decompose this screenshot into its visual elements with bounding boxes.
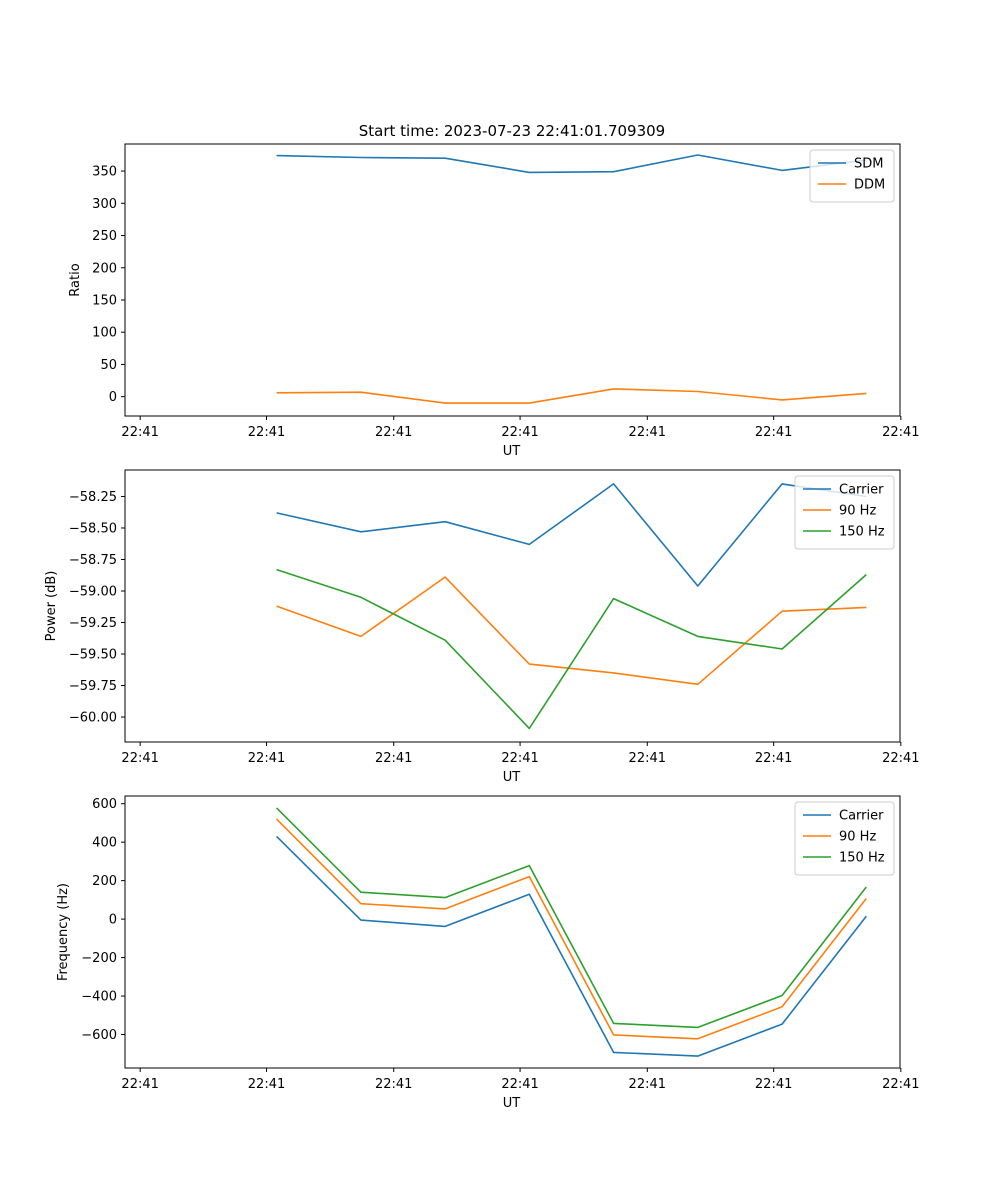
ratio-y-tick-label: 50 bbox=[100, 358, 117, 373]
power-x-tick-label: 22:41 bbox=[755, 751, 792, 766]
frequency-y-tick-label: −600 bbox=[81, 1028, 117, 1043]
ratio-y-tick-label: 350 bbox=[92, 165, 117, 180]
power-y-tick-label: −59.00 bbox=[69, 585, 117, 600]
ratio-legend-label: SDM bbox=[854, 157, 883, 172]
power-y-tick-label: −58.25 bbox=[69, 490, 117, 505]
frequency-x-axis-label: UT bbox=[503, 1096, 521, 1111]
frequency-y-tick-label: 0 bbox=[109, 913, 117, 928]
power-series-line-carrier bbox=[276, 483, 867, 587]
frequency-legend-label: Carrier bbox=[839, 809, 884, 824]
ratio-y-tick-label: 250 bbox=[92, 229, 117, 244]
power-x-tick-label: 22:41 bbox=[121, 751, 158, 766]
frequency-x-tick-label: 22:41 bbox=[882, 1077, 919, 1092]
ratio-y-tick-label: 200 bbox=[92, 261, 117, 276]
ratio-series-line-sdm bbox=[276, 154, 867, 174]
ratio-x-tick-label: 22:41 bbox=[629, 425, 666, 440]
power-legend-label: 90 Hz bbox=[839, 504, 876, 519]
frequency-x-tick-label: 22:41 bbox=[248, 1077, 285, 1092]
ratio-x-tick-label: 22:41 bbox=[882, 425, 919, 440]
frequency-axes-frame bbox=[124, 795, 901, 1069]
frequency-series-line-90-hz bbox=[276, 818, 867, 1040]
frequency-y-tick-label: 600 bbox=[92, 797, 117, 812]
frequency-x-tick-label: 22:41 bbox=[375, 1077, 412, 1092]
frequency-y-tick-label: −400 bbox=[81, 990, 117, 1005]
power-y-tick-label: −59.25 bbox=[69, 616, 117, 631]
figure-title: Start time: 2023-07-23 22:41:01.709309 bbox=[359, 122, 665, 140]
frequency-x-tick-label: 22:41 bbox=[629, 1077, 666, 1092]
frequency-series-line-carrier bbox=[276, 835, 867, 1057]
frequency-y-tick-label: 200 bbox=[92, 874, 117, 889]
ratio-y-tick-label: 0 bbox=[109, 390, 117, 405]
power-x-tick-label: 22:41 bbox=[501, 751, 538, 766]
ratio-x-tick-label: 22:41 bbox=[121, 425, 158, 440]
ratio-axes-frame bbox=[124, 143, 901, 417]
ratio-x-tick-label: 22:41 bbox=[375, 425, 412, 440]
frequency-x-tick-label: 22:41 bbox=[121, 1077, 158, 1092]
power-x-tick-label: 22:41 bbox=[882, 751, 919, 766]
power-series-line-90-hz bbox=[276, 576, 867, 686]
ratio-x-tick-label: 22:41 bbox=[501, 425, 538, 440]
ratio-y-tick-label: 150 bbox=[92, 293, 117, 308]
power-y-axis-label: Power (dB) bbox=[44, 571, 59, 642]
ratio-x-tick-label: 22:41 bbox=[755, 425, 792, 440]
power-legend-label: 150 Hz bbox=[839, 525, 885, 540]
ratio-y-tick-label: 100 bbox=[92, 326, 117, 341]
frequency-x-tick-label: 22:41 bbox=[755, 1077, 792, 1092]
frequency-y-axis-label: Frequency (Hz) bbox=[56, 883, 71, 981]
power-y-tick-label: −58.50 bbox=[69, 521, 117, 536]
frequency-y-tick-label: 400 bbox=[92, 836, 117, 851]
power-panel: 22:41 22:41 22:41 22:41 22:41 22:41 22:41 −60.0… bbox=[44, 469, 920, 785]
frequency-series-line-150-hz bbox=[276, 807, 867, 1029]
power-y-tick-label: −59.50 bbox=[69, 648, 117, 663]
ratio-x-axis-label: UT bbox=[503, 444, 521, 459]
ratio-x-tick-label: 22:41 bbox=[248, 425, 285, 440]
power-series-line-150-hz bbox=[276, 568, 867, 730]
frequency-panel: 22:41 22:41 22:41 22:41 22:41 22:41 22:41 −600 −… bbox=[56, 795, 920, 1111]
power-x-axis-label: UT bbox=[503, 770, 521, 785]
power-legend-label: Carrier bbox=[839, 483, 884, 498]
power-x-tick-label: 22:41 bbox=[248, 751, 285, 766]
frequency-legend-label: 90 Hz bbox=[839, 830, 876, 845]
power-x-tick-label: 22:41 bbox=[375, 751, 412, 766]
power-axes-frame bbox=[124, 469, 901, 743]
ratio-series-line-ddm bbox=[276, 388, 867, 404]
ratio-panel: 22:41 22:41 22:41 22:41 22:41 22:41 22:41 0 50 10… bbox=[68, 143, 920, 459]
ratio-y-tick-label: 300 bbox=[92, 197, 117, 212]
power-y-tick-label: −60.00 bbox=[69, 711, 117, 726]
power-y-tick-label: −59.75 bbox=[69, 679, 117, 694]
power-y-tick-label: −58.75 bbox=[69, 553, 117, 568]
frequency-legend-label: 150 Hz bbox=[839, 851, 885, 866]
frequency-y-tick-label: −200 bbox=[81, 951, 117, 966]
ratio-y-axis-label: Ratio bbox=[68, 263, 83, 296]
frequency-x-tick-label: 22:41 bbox=[501, 1077, 538, 1092]
power-x-tick-label: 22:41 bbox=[629, 751, 666, 766]
ratio-legend-label: DDM bbox=[854, 178, 885, 193]
